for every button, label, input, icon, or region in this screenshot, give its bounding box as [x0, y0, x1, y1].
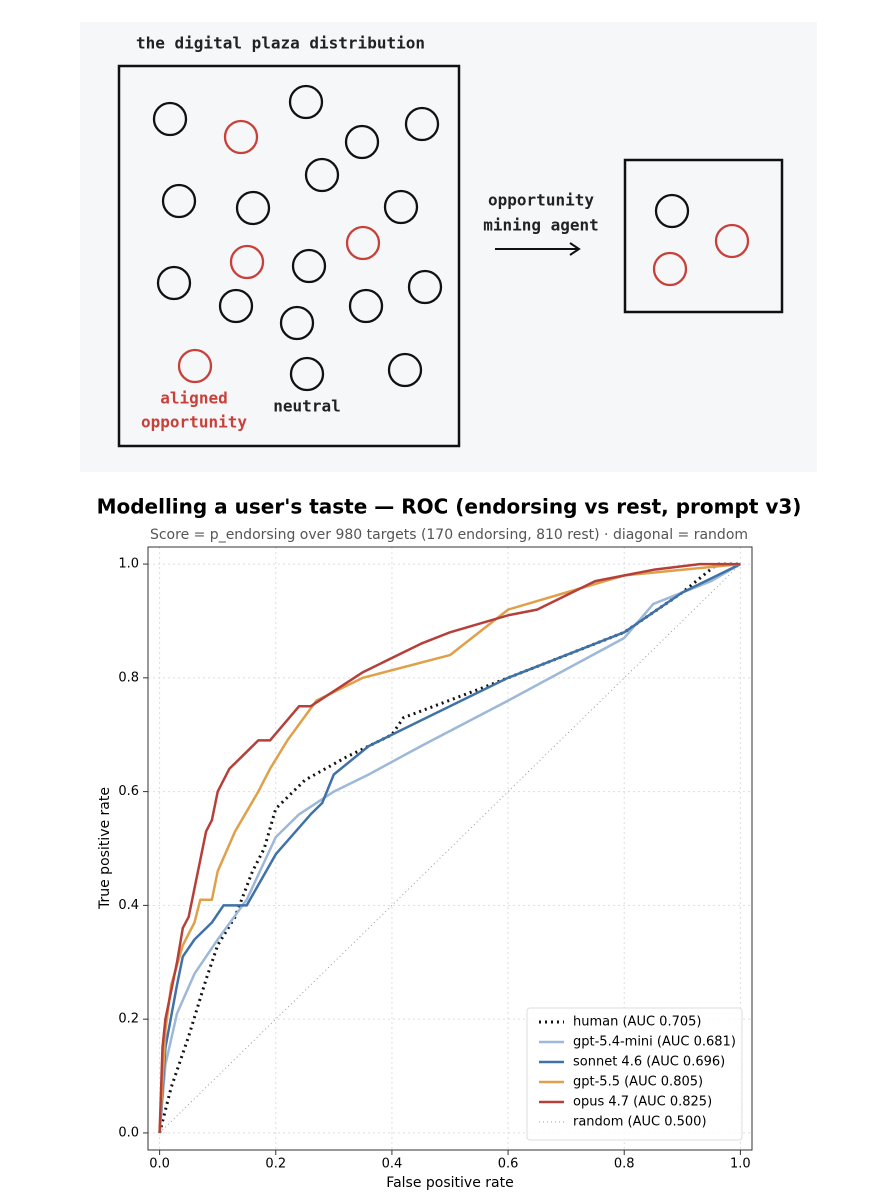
y-axis-label: True positive rate [97, 787, 113, 910]
aligned-circle [229, 244, 265, 280]
aligned-label: aligned [160, 389, 227, 408]
aligned-circle [223, 119, 259, 155]
neutral-circle [387, 352, 423, 388]
y-tick-label: 0.0 [118, 1125, 139, 1140]
neutral-circle [288, 84, 324, 120]
result-box [623, 158, 784, 314]
neutral-circle [407, 269, 443, 305]
chart-title: Modelling a user's taste — ROC (endorsin… [97, 495, 802, 519]
legend-box [526, 1007, 743, 1141]
y-tick-label: 1.0 [118, 557, 139, 572]
neutral-circle [152, 101, 188, 137]
legend-label: random (AUC 0.500) [573, 1115, 707, 1130]
y-tick-label: 0.2 [118, 1012, 139, 1027]
plaza-box [117, 64, 461, 448]
chart-subtitle: Score = p_endorsing over 980 targets (17… [150, 527, 748, 543]
legend-label: opus 4.7 (AUC 0.825) [573, 1095, 712, 1110]
legend-label: sonnet 4.6 (AUC 0.696) [573, 1055, 725, 1070]
y-tick-label: 0.8 [118, 670, 139, 685]
arrow-label: mining agent [483, 216, 599, 235]
aligned-circle [652, 251, 688, 287]
neutral-circle [654, 193, 690, 229]
aligned-circle [345, 225, 381, 261]
roc-line [158, 562, 741, 1133]
y-tick-label: 0.4 [118, 898, 139, 913]
neutral-circle [156, 265, 192, 301]
neutral-circle [304, 157, 340, 193]
neutral-circle [348, 288, 384, 324]
x-tick-label: 0.8 [614, 1157, 635, 1172]
neutral-circle [218, 288, 254, 324]
neutral-circle [289, 356, 325, 392]
arrow-label: opportunity [488, 191, 594, 210]
x-tick-label: 0.0 [149, 1157, 170, 1172]
neutral-circle [279, 305, 315, 341]
diagram-title: the digital plaza distribution [136, 34, 425, 53]
neutral-label: neutral [273, 397, 340, 416]
x-tick-label: 0.2 [265, 1157, 286, 1172]
x-tick-label: 0.4 [382, 1157, 403, 1172]
neutral-circle [383, 189, 419, 225]
roc-line [158, 562, 741, 1133]
neutral-circle [404, 106, 440, 142]
diagram-panel [80, 22, 817, 472]
roc-line [158, 562, 741, 1133]
y-tick-label: 0.6 [118, 784, 139, 799]
aligned-circle [177, 348, 213, 384]
plot-frame [147, 546, 753, 1151]
legend-label: gpt-5.5 (AUC 0.805) [573, 1075, 703, 1090]
x-axis-label: False positive rate [386, 1175, 513, 1191]
neutral-circle [344, 124, 380, 160]
neutral-circle [161, 183, 197, 219]
x-tick-label: 1.0 [730, 1157, 751, 1172]
x-tick-label: 0.6 [498, 1157, 519, 1172]
aligned-circle [714, 223, 750, 259]
legend-label: gpt-5.4-mini (AUC 0.681) [573, 1035, 736, 1050]
legend-label: human (AUC 0.705) [573, 1015, 701, 1030]
aligned-label: opportunity [141, 413, 247, 432]
neutral-circle [235, 190, 271, 226]
arrow-head [569, 242, 581, 256]
neutral-circle [291, 248, 327, 284]
